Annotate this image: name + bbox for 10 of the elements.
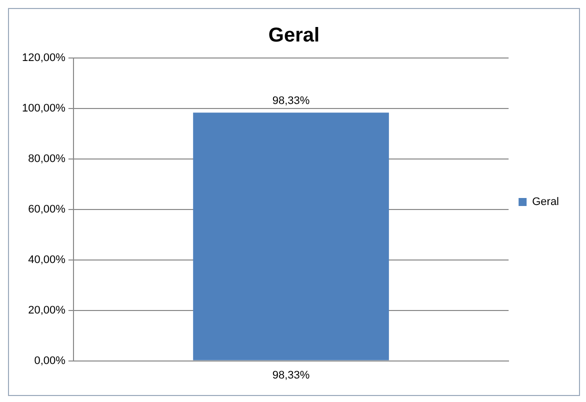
y-tick-label: 120,00% bbox=[22, 52, 66, 64]
data-label: 98,33% bbox=[272, 95, 310, 108]
y-tick-label: 20,00% bbox=[28, 304, 66, 316]
y-tick-label: 80,00% bbox=[28, 152, 66, 165]
y-tick-label: 40,00% bbox=[28, 254, 66, 266]
y-tick-label: 60,00% bbox=[28, 203, 66, 216]
chart-title: Geral bbox=[268, 24, 320, 47]
legend-label: Geral bbox=[532, 196, 560, 208]
y-tick-label: 0,00% bbox=[34, 354, 66, 367]
y-tick-label: 100,00% bbox=[22, 102, 66, 114]
